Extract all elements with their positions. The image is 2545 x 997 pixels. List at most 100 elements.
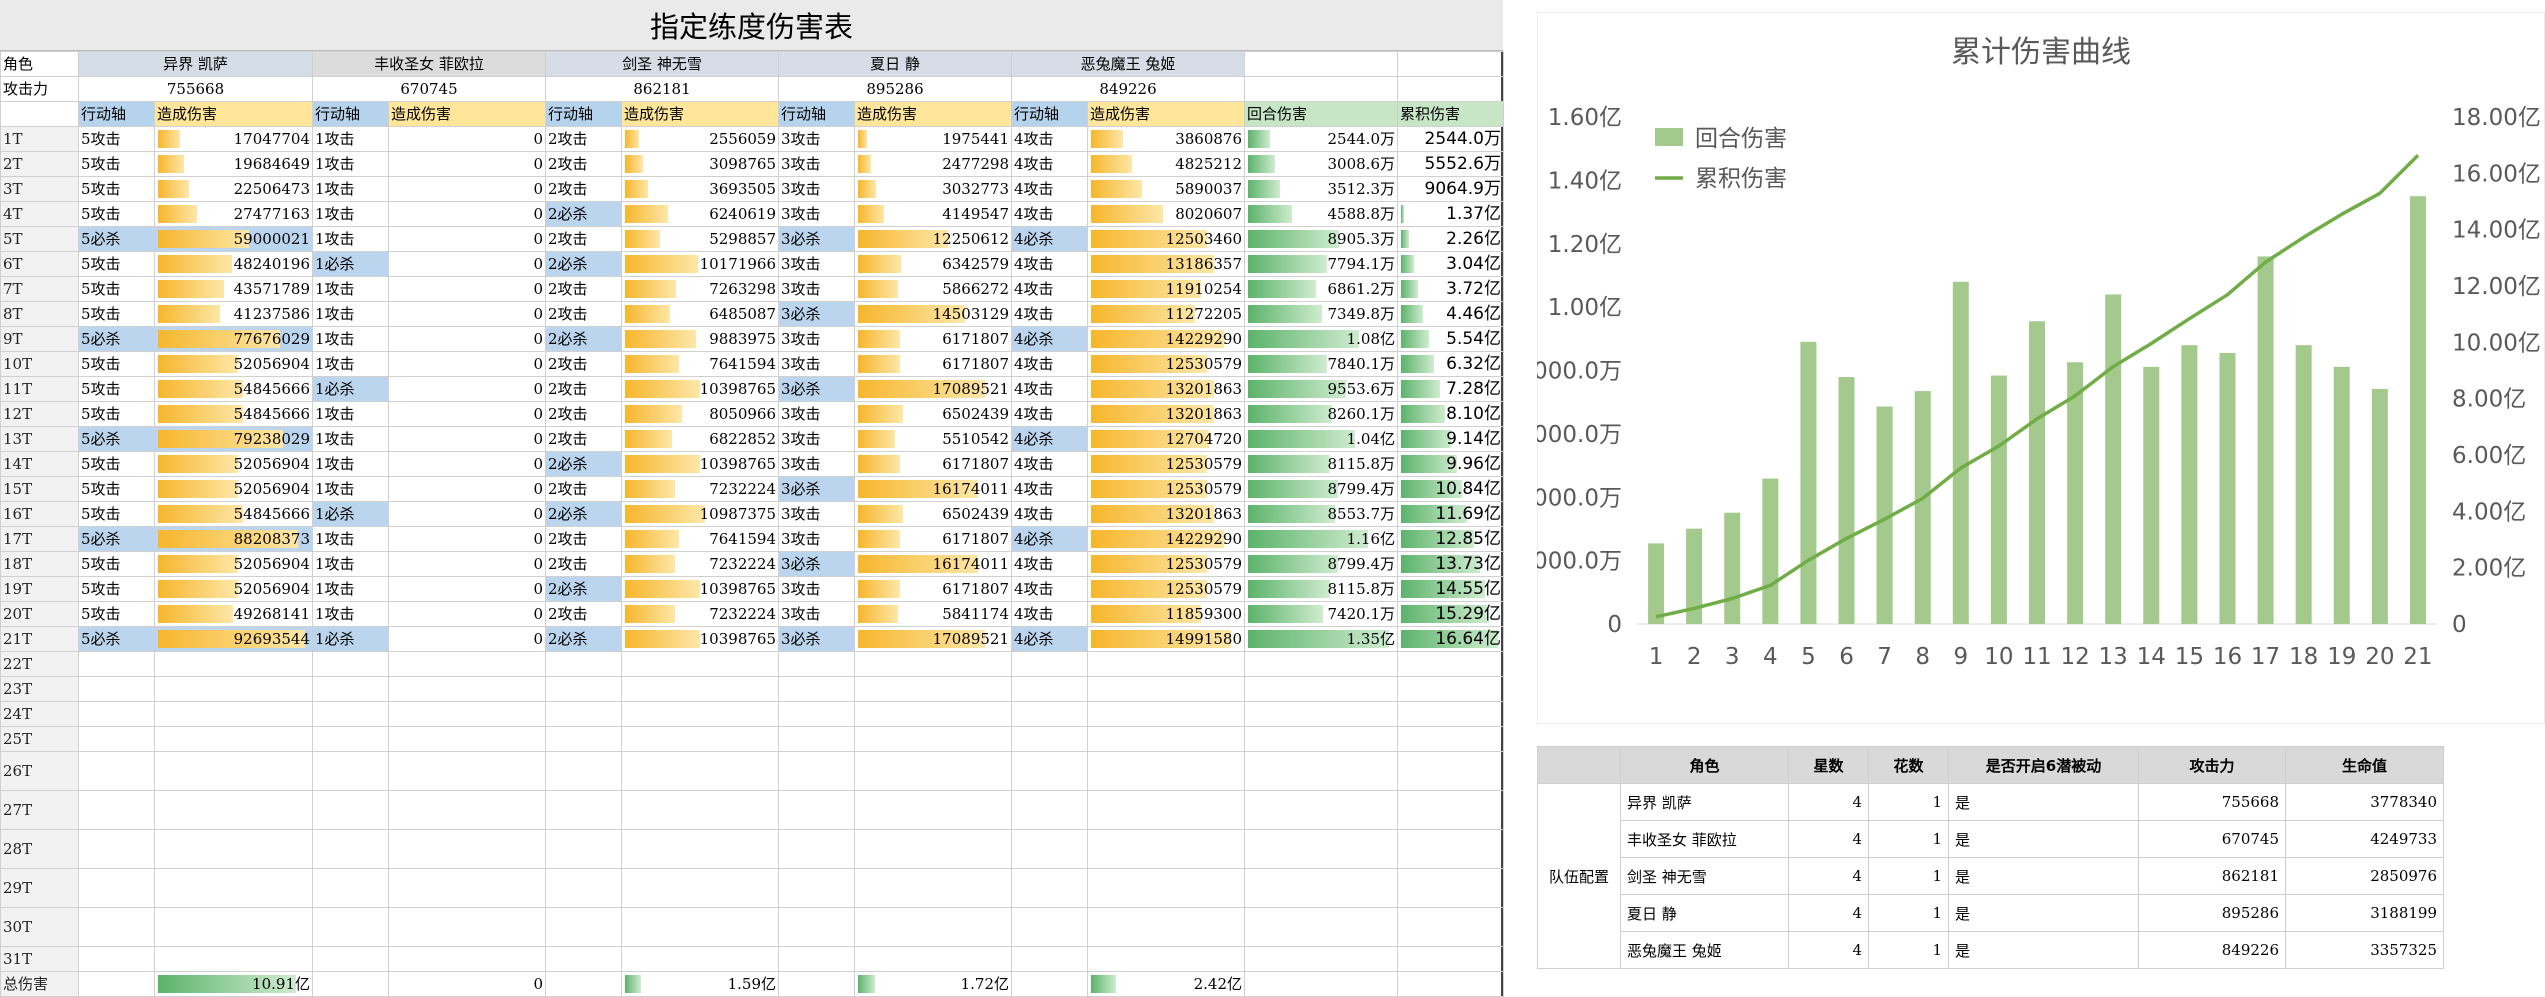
action-cell[interactable]: 3攻击 (778, 351, 855, 377)
empty-cell[interactable] (854, 907, 1012, 947)
team-cell[interactable]: 2850976 (2285, 857, 2444, 895)
empty-cell[interactable] (312, 971, 389, 997)
turn-label[interactable]: 5T (0, 226, 79, 252)
damage-cell[interactable]: 0 (388, 526, 546, 552)
round-damage-cell[interactable]: 8115.8万 (1244, 576, 1398, 602)
action-cell[interactable]: 3攻击 (778, 326, 855, 352)
damage-cell[interactable]: 79238029 (154, 426, 313, 452)
damage-cell[interactable]: 5510542 (854, 426, 1012, 452)
action-cell[interactable]: 4攻击 (1011, 401, 1088, 427)
character-atk[interactable]: 670745 (312, 76, 546, 102)
action-cell[interactable]: 5攻击 (78, 476, 155, 502)
damage-cell[interactable]: 7641594 (621, 351, 779, 377)
action-cell[interactable]: 2必杀 (545, 501, 622, 527)
character-name[interactable]: 异界 凯萨 (78, 51, 313, 77)
cum-damage-cell[interactable]: 9064.9万 (1397, 176, 1504, 202)
turn-label[interactable]: 2T (0, 151, 79, 177)
empty-cell[interactable] (1244, 971, 1398, 997)
empty-cell[interactable] (778, 676, 855, 702)
empty-cell[interactable] (154, 946, 313, 972)
empty-cell[interactable] (388, 751, 546, 791)
action-cell[interactable]: 1攻击 (312, 326, 389, 352)
action-cell[interactable]: 1攻击 (312, 401, 389, 427)
action-cell[interactable]: 3攻击 (778, 126, 855, 152)
empty-cell[interactable] (545, 907, 622, 947)
empty-cell[interactable] (621, 868, 779, 908)
empty-cell[interactable] (1011, 651, 1088, 677)
empty-cell[interactable] (1244, 651, 1398, 677)
damage-cell[interactable]: 6342579 (854, 251, 1012, 277)
action-cell[interactable]: 1攻击 (312, 176, 389, 202)
character-name[interactable]: 丰收圣女 菲欧拉 (312, 51, 546, 77)
empty-cell[interactable] (545, 971, 622, 997)
damage-cell[interactable]: 22506473 (154, 176, 313, 202)
empty-cell[interactable] (1397, 946, 1504, 972)
damage-cell[interactable]: 7263298 (621, 276, 779, 302)
turn-label[interactable]: 6T (0, 251, 79, 277)
action-cell[interactable]: 2攻击 (545, 151, 622, 177)
action-cell[interactable]: 4攻击 (1011, 176, 1088, 202)
action-cell[interactable]: 2攻击 (545, 126, 622, 152)
empty-cell[interactable] (388, 829, 546, 869)
team-cell[interactable]: 1 (1868, 931, 1949, 969)
turn-label[interactable]: 27T (0, 790, 79, 830)
empty-cell[interactable] (78, 651, 155, 677)
damage-cell[interactable]: 6171807 (854, 451, 1012, 477)
team-cell[interactable]: 4249733 (2285, 820, 2444, 858)
cum-damage-cell[interactable]: 9.14亿 (1397, 426, 1504, 452)
damage-cell[interactable]: 12530579 (1087, 551, 1245, 577)
damage-cell[interactable]: 6502439 (854, 501, 1012, 527)
damage-cell[interactable]: 52056904 (154, 576, 313, 602)
team-header[interactable]: 攻击力 (2138, 746, 2286, 784)
character-atk[interactable]: 895286 (778, 76, 1012, 102)
team-header[interactable]: 生命值 (2285, 746, 2444, 784)
damage-cell[interactable]: 12530579 (1087, 351, 1245, 377)
round-damage-cell[interactable]: 7349.8万 (1244, 301, 1398, 327)
role-label[interactable]: 角色 (0, 51, 79, 77)
empty-cell[interactable] (1397, 676, 1504, 702)
turn-label[interactable]: 28T (0, 829, 79, 869)
empty-cell[interactable] (78, 751, 155, 791)
empty-cell[interactable] (778, 790, 855, 830)
empty-cell[interactable] (778, 971, 855, 997)
character-name[interactable]: 恶兔魔王 兔姬 (1011, 51, 1245, 77)
action-cell[interactable]: 5攻击 (78, 151, 155, 177)
action-cell[interactable]: 3必杀 (778, 376, 855, 402)
damage-cell[interactable]: 13201863 (1087, 401, 1245, 427)
action-cell[interactable]: 1攻击 (312, 576, 389, 602)
turn-label[interactable]: 13T (0, 426, 79, 452)
damage-cell[interactable]: 6822852 (621, 426, 779, 452)
empty-cell[interactable] (1087, 726, 1245, 752)
empty-cell[interactable] (154, 907, 313, 947)
empty-cell[interactable] (545, 676, 622, 702)
total-damage-cell[interactable]: 1.59亿 (621, 971, 779, 997)
turn-label[interactable]: 4T (0, 201, 79, 227)
round-damage-cell[interactable]: 4588.8万 (1244, 201, 1398, 227)
action-cell[interactable]: 4攻击 (1011, 251, 1088, 277)
damage-header[interactable]: 造成伤害 (388, 101, 546, 127)
action-cell[interactable]: 1攻击 (312, 226, 389, 252)
action-cell[interactable]: 5必杀 (78, 326, 155, 352)
empty-cell[interactable] (621, 946, 779, 972)
damage-cell[interactable]: 5890037 (1087, 176, 1245, 202)
empty-cell[interactable] (154, 701, 313, 727)
cum-damage-cell[interactable]: 14.55亿 (1397, 576, 1504, 602)
damage-cell[interactable]: 9883975 (621, 326, 779, 352)
empty-cell[interactable] (1011, 829, 1088, 869)
damage-cell[interactable]: 0 (388, 301, 546, 327)
turn-label[interactable]: 15T (0, 476, 79, 502)
turn-label[interactable]: 12T (0, 401, 79, 427)
damage-cell[interactable]: 0 (388, 326, 546, 352)
empty-cell[interactable] (545, 751, 622, 791)
action-cell[interactable]: 2攻击 (545, 551, 622, 577)
action-cell[interactable]: 2攻击 (545, 176, 622, 202)
action-cell[interactable]: 4攻击 (1011, 451, 1088, 477)
empty-cell[interactable] (854, 726, 1012, 752)
empty-cell[interactable] (621, 751, 779, 791)
round-header[interactable]: 回合伤害 (1244, 101, 1398, 127)
damage-cell[interactable]: 0 (388, 201, 546, 227)
action-cell[interactable]: 5攻击 (78, 301, 155, 327)
action-cell[interactable]: 2攻击 (545, 426, 622, 452)
empty-cell[interactable] (0, 101, 79, 127)
damage-cell[interactable]: 8050966 (621, 401, 779, 427)
